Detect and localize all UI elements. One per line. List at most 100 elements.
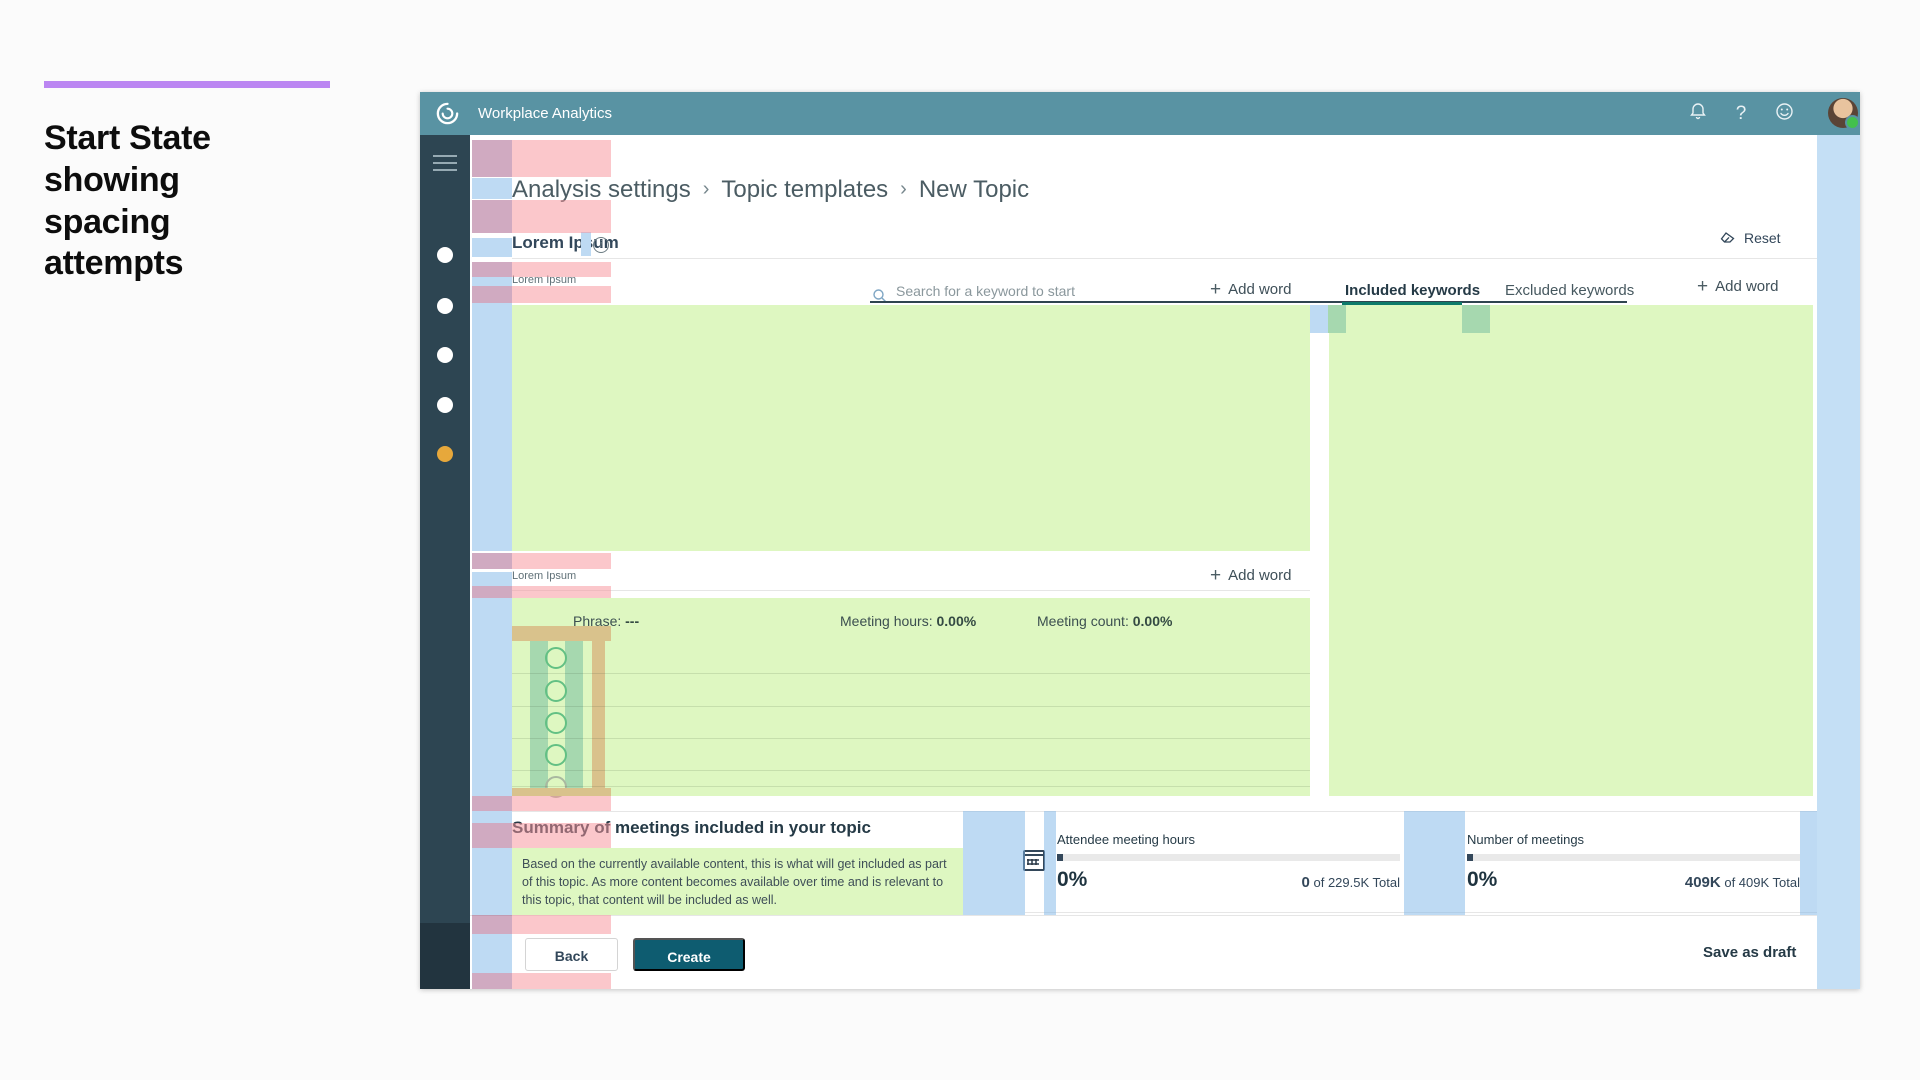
breadcrumb-topic-templates[interactable]: Topic templates xyxy=(721,176,889,203)
spacing-overlay xyxy=(1800,811,1817,915)
spacing-overlay xyxy=(530,641,548,788)
nav-step-3[interactable] xyxy=(437,347,453,363)
spacing-overlay xyxy=(472,286,512,303)
list-item-circle-icon xyxy=(545,744,567,766)
nav-step-2[interactable] xyxy=(437,298,453,314)
spacing-overlay xyxy=(512,140,611,177)
spacing-overlay xyxy=(472,277,512,286)
spacing-overlay xyxy=(512,788,611,796)
metric-total: 409K of 409K Total xyxy=(1684,874,1800,891)
spacing-overlay xyxy=(472,178,512,199)
metric-attendee-meeting-hours: Attendee meeting hours 0% 0 of 229.5K To… xyxy=(1057,832,1400,891)
nav-step-1[interactable] xyxy=(437,247,453,263)
spacing-overlay xyxy=(472,586,512,598)
app-window: Workplace Analytics ? Analysis settings ›… xyxy=(420,92,1860,989)
metric-total: 0 of 229.5K Total xyxy=(1301,874,1400,891)
progress-fill xyxy=(1057,854,1063,861)
tab-excluded-keywords[interactable]: Excluded keywords xyxy=(1505,282,1635,299)
left-nav-rail xyxy=(420,135,470,989)
feedback-smiley-icon[interactable] xyxy=(1772,102,1796,126)
footer-divider xyxy=(470,915,1860,916)
menu-hamburger-icon[interactable] xyxy=(433,155,457,171)
calendar-icon xyxy=(1023,850,1045,871)
divider xyxy=(512,811,1817,812)
meeting-count-stat: Meeting count: 0.00% xyxy=(1037,613,1173,629)
spacing-overlay xyxy=(472,140,512,177)
add-word-button-2[interactable]: + Add word xyxy=(1210,565,1292,586)
spacing-overlay xyxy=(472,598,512,796)
breadcrumb-separator: › xyxy=(900,178,907,200)
spacing-overlay xyxy=(512,286,611,303)
divider xyxy=(512,258,1817,259)
meeting-hours-stat: Meeting hours: 0.00% xyxy=(840,613,977,629)
info-icon[interactable]: i xyxy=(593,237,609,253)
list-item-circle-icon xyxy=(545,712,567,734)
spacing-overlay xyxy=(472,811,512,823)
list-row-divider xyxy=(512,770,1310,771)
user-avatar[interactable] xyxy=(1828,98,1860,130)
spacing-overlay xyxy=(565,641,583,788)
spacing-overlay xyxy=(472,200,512,233)
help-icon[interactable]: ? xyxy=(1735,103,1747,124)
list-row-divider xyxy=(512,706,1310,707)
list-row-divider xyxy=(512,738,1310,739)
presence-indicator xyxy=(1845,115,1860,130)
divider xyxy=(512,590,1310,591)
plus-icon: + xyxy=(1210,565,1222,586)
spacing-overlay xyxy=(1328,305,1346,333)
phrase-label: Phrase: --- xyxy=(573,613,640,629)
spacing-overlay-phrase-panel: Phrase: --- Meeting hours: 0.00% Meeting… xyxy=(512,598,1310,798)
keyword-search-input[interactable] xyxy=(894,282,1208,300)
breadcrumb-analysis-settings[interactable]: Analysis settings xyxy=(512,176,691,203)
save-as-draft-button[interactable]: Save as draft xyxy=(1703,944,1797,961)
spacing-overlay xyxy=(472,973,512,989)
spacing-overlay xyxy=(472,572,512,586)
summary-title: Summary of meetings included in your top… xyxy=(512,818,871,837)
list-item-circle-icon xyxy=(545,647,567,669)
spacing-overlay xyxy=(512,796,611,811)
list-row-divider xyxy=(512,786,1310,787)
list-row-divider xyxy=(512,673,1310,674)
section-title: Lorem Ipsum xyxy=(512,233,619,252)
spacing-overlay xyxy=(581,232,591,256)
nav-step-4[interactable] xyxy=(437,397,453,413)
spacing-overlay xyxy=(1404,811,1465,915)
workplace-analytics-logo-icon xyxy=(436,102,459,125)
spacing-overlay xyxy=(472,915,512,934)
spacing-overlay xyxy=(512,915,611,934)
spacing-overlay-included-panel xyxy=(1329,305,1813,796)
create-button[interactable]: Create xyxy=(633,938,745,971)
app-bar: Workplace Analytics ? xyxy=(420,92,1860,135)
divider xyxy=(1025,912,1817,913)
spacing-overlay xyxy=(512,553,611,569)
spacing-overlay xyxy=(512,200,611,233)
field-sublabel-2: Lorem Ipsum xyxy=(512,570,577,582)
spacing-overlay-keyword-list xyxy=(512,305,1310,551)
spacing-overlay xyxy=(472,238,512,257)
app-title: Workplace Analytics xyxy=(478,105,612,122)
plus-icon: + xyxy=(1697,276,1709,297)
add-word-button[interactable]: + Add word xyxy=(1210,279,1292,300)
spacing-overlay xyxy=(1044,811,1056,915)
breadcrumb-new-topic[interactable]: New Topic xyxy=(918,176,1030,203)
tab-active-underline xyxy=(1342,302,1462,305)
spacing-overlay xyxy=(512,626,611,641)
tab-included-keywords[interactable]: Included keywords xyxy=(1345,282,1481,299)
spacing-overlay xyxy=(1310,305,1328,333)
search-underline xyxy=(870,301,1627,303)
add-word-button-right[interactable]: + Add word xyxy=(1697,276,1779,297)
breadcrumb-separator: › xyxy=(702,178,710,200)
notifications-bell-icon[interactable] xyxy=(1686,102,1710,126)
nav-step-5-active[interactable] xyxy=(437,446,453,462)
spacing-overlay xyxy=(592,641,605,788)
metric-number-of-meetings: Number of meetings 0% 409K of 409K Total xyxy=(1467,832,1800,891)
back-button[interactable]: Back xyxy=(525,938,618,971)
annotation-title: Start State showing spacing attempts xyxy=(44,119,211,283)
spacing-overlay-right-rail xyxy=(1817,135,1860,989)
spacing-overlay xyxy=(512,586,611,598)
metric-percent: 0% xyxy=(1467,868,1498,891)
metric-percent: 0% xyxy=(1057,868,1088,891)
breadcrumb: Analysis settings › Topic templates › New To… xyxy=(512,176,1029,204)
reset-button[interactable]: Reset xyxy=(1720,230,1781,246)
spacing-overlay xyxy=(472,262,512,277)
